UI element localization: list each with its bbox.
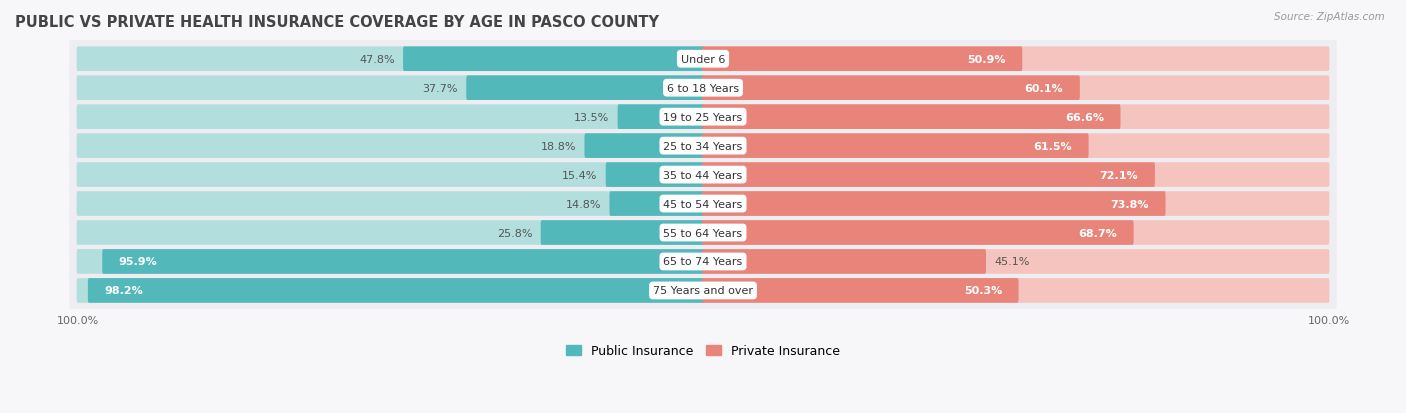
FancyBboxPatch shape xyxy=(69,38,1337,81)
Text: 45.1%: 45.1% xyxy=(994,257,1029,267)
FancyBboxPatch shape xyxy=(702,249,1330,274)
FancyBboxPatch shape xyxy=(702,47,1330,72)
Text: 35 to 44 Years: 35 to 44 Years xyxy=(664,170,742,180)
FancyBboxPatch shape xyxy=(585,134,704,159)
FancyBboxPatch shape xyxy=(702,76,1080,101)
Text: 65 to 74 Years: 65 to 74 Years xyxy=(664,257,742,267)
FancyBboxPatch shape xyxy=(702,278,1018,303)
FancyBboxPatch shape xyxy=(69,182,1337,226)
FancyBboxPatch shape xyxy=(69,124,1337,168)
Text: 15.4%: 15.4% xyxy=(562,170,598,180)
FancyBboxPatch shape xyxy=(69,269,1337,313)
FancyBboxPatch shape xyxy=(617,105,704,130)
FancyBboxPatch shape xyxy=(76,278,704,303)
Text: Source: ZipAtlas.com: Source: ZipAtlas.com xyxy=(1274,12,1385,22)
Text: 47.8%: 47.8% xyxy=(359,55,395,64)
Text: 68.7%: 68.7% xyxy=(1078,228,1116,238)
FancyBboxPatch shape xyxy=(702,163,1154,188)
FancyBboxPatch shape xyxy=(702,76,1330,101)
Text: 98.2%: 98.2% xyxy=(104,286,143,296)
FancyBboxPatch shape xyxy=(76,249,704,274)
Text: 45 to 54 Years: 45 to 54 Years xyxy=(664,199,742,209)
FancyBboxPatch shape xyxy=(76,163,704,188)
FancyBboxPatch shape xyxy=(87,278,704,303)
FancyBboxPatch shape xyxy=(467,76,704,101)
FancyBboxPatch shape xyxy=(76,192,704,216)
FancyBboxPatch shape xyxy=(76,76,704,101)
Text: 13.5%: 13.5% xyxy=(574,112,609,122)
FancyBboxPatch shape xyxy=(609,192,704,216)
FancyBboxPatch shape xyxy=(702,105,1121,130)
FancyBboxPatch shape xyxy=(702,221,1133,245)
Text: 50.9%: 50.9% xyxy=(967,55,1005,64)
Text: 25.8%: 25.8% xyxy=(496,228,533,238)
Text: 18.8%: 18.8% xyxy=(540,141,576,151)
Text: 14.8%: 14.8% xyxy=(565,199,600,209)
FancyBboxPatch shape xyxy=(69,240,1337,284)
Text: Under 6: Under 6 xyxy=(681,55,725,64)
Text: 37.7%: 37.7% xyxy=(422,83,458,93)
Text: 73.8%: 73.8% xyxy=(1111,199,1149,209)
FancyBboxPatch shape xyxy=(606,163,704,188)
Text: 55 to 64 Years: 55 to 64 Years xyxy=(664,228,742,238)
FancyBboxPatch shape xyxy=(702,134,1330,159)
FancyBboxPatch shape xyxy=(76,221,704,245)
FancyBboxPatch shape xyxy=(541,221,704,245)
FancyBboxPatch shape xyxy=(76,47,704,72)
FancyBboxPatch shape xyxy=(702,249,986,274)
Text: 19 to 25 Years: 19 to 25 Years xyxy=(664,112,742,122)
Text: 66.6%: 66.6% xyxy=(1064,112,1104,122)
FancyBboxPatch shape xyxy=(702,221,1330,245)
FancyBboxPatch shape xyxy=(702,192,1166,216)
Text: 95.9%: 95.9% xyxy=(120,257,157,267)
Text: 6 to 18 Years: 6 to 18 Years xyxy=(666,83,740,93)
FancyBboxPatch shape xyxy=(69,66,1337,110)
FancyBboxPatch shape xyxy=(702,163,1330,188)
FancyBboxPatch shape xyxy=(404,47,704,72)
FancyBboxPatch shape xyxy=(69,95,1337,139)
FancyBboxPatch shape xyxy=(69,153,1337,197)
FancyBboxPatch shape xyxy=(69,211,1337,255)
FancyBboxPatch shape xyxy=(103,249,704,274)
FancyBboxPatch shape xyxy=(702,134,1088,159)
Text: 75 Years and over: 75 Years and over xyxy=(652,286,754,296)
Text: 25 to 34 Years: 25 to 34 Years xyxy=(664,141,742,151)
FancyBboxPatch shape xyxy=(702,192,1330,216)
Legend: Public Insurance, Private Insurance: Public Insurance, Private Insurance xyxy=(561,339,845,363)
FancyBboxPatch shape xyxy=(702,47,1022,72)
Text: 72.1%: 72.1% xyxy=(1099,170,1139,180)
FancyBboxPatch shape xyxy=(702,105,1330,130)
Text: 61.5%: 61.5% xyxy=(1033,141,1071,151)
Text: 50.3%: 50.3% xyxy=(963,286,1002,296)
FancyBboxPatch shape xyxy=(702,278,1330,303)
Text: PUBLIC VS PRIVATE HEALTH INSURANCE COVERAGE BY AGE IN PASCO COUNTY: PUBLIC VS PRIVATE HEALTH INSURANCE COVER… xyxy=(15,15,659,30)
FancyBboxPatch shape xyxy=(76,134,704,159)
FancyBboxPatch shape xyxy=(76,105,704,130)
Text: 60.1%: 60.1% xyxy=(1025,83,1063,93)
